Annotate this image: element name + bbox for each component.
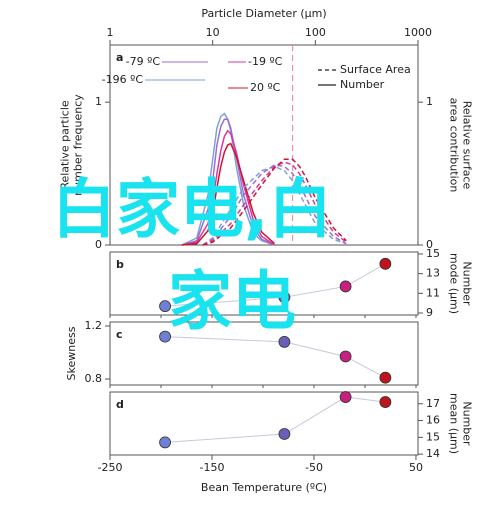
data-point: [159, 330, 171, 343]
x-tick-label: 10: [206, 26, 220, 39]
axis-title: Relative particle: [59, 100, 72, 190]
panel-letter: c: [116, 328, 123, 341]
surface-curve: [202, 158, 347, 246]
panel-letter: b: [116, 258, 124, 271]
y-tick-label: 0: [426, 238, 433, 251]
overlay-text: 家电: [168, 266, 296, 340]
axis-title: Number: [461, 261, 474, 306]
axis-title: Relative surface: [461, 101, 474, 190]
panel-frame: [109, 391, 419, 456]
y-tick-label: 1.2: [85, 319, 103, 332]
x-tick-label: -50: [305, 461, 323, 474]
y-tick-label: 15: [426, 430, 440, 443]
data-point: [278, 291, 291, 304]
data-point: [159, 300, 171, 313]
panel-letter: a: [116, 51, 123, 64]
y-tick-label: 13: [426, 267, 440, 280]
axis-title: mean (μm): [448, 393, 461, 454]
x-tick-label: -250: [98, 461, 123, 474]
x-tick-label: 1000: [404, 26, 432, 39]
x-tick-label: -150: [200, 461, 225, 474]
axis-title: Number: [461, 401, 474, 446]
panel-letter: d: [116, 398, 124, 411]
axis-title: area contribution: [448, 98, 461, 193]
x-tick-label: 1: [107, 26, 114, 39]
number-curve: [181, 112, 275, 246]
surface-curve: [202, 161, 347, 246]
number-curve: [181, 129, 275, 246]
x-axis-title: Particle Diameter (μm): [201, 7, 326, 20]
surface-curve: [202, 165, 347, 246]
panel-frame: [109, 251, 419, 316]
y-tick-label: 1: [95, 95, 102, 108]
data-point: [379, 396, 392, 408]
legend-label: Number: [340, 78, 385, 91]
series-label: -79 ºC: [126, 55, 161, 68]
overlay-text: 白家电,白: [52, 174, 332, 248]
y-tick-label: 11: [426, 286, 440, 299]
data-point: [339, 280, 352, 293]
y-tick-label: 17: [426, 397, 440, 410]
series-label: -196 ºC: [102, 73, 144, 86]
trend-line: [165, 336, 386, 379]
axis-title: mode (μm): [448, 253, 461, 314]
data-point: [379, 371, 392, 384]
y-tick-label: 14: [426, 447, 440, 460]
y-tick-label: 15: [426, 247, 440, 260]
number-curve: [181, 142, 276, 246]
x-tick-label: 100: [305, 26, 326, 39]
data-point: [339, 350, 352, 363]
series-label: -19 ºC: [248, 55, 283, 68]
legend-label: Surface Area: [340, 63, 411, 76]
y-tick-label: 1: [426, 95, 433, 108]
panel-frame: [109, 321, 419, 386]
y-tick-label: 0: [95, 238, 102, 251]
series-label: 20 ºC: [250, 81, 281, 94]
axis-title: Skewness: [65, 326, 78, 380]
number-curve: [181, 118, 275, 246]
y-tick-label: 9: [426, 306, 433, 319]
data-point: [278, 335, 291, 348]
x-axis-title: Bean Temperature (ºC): [201, 481, 327, 494]
data-point: [159, 436, 171, 449]
y-tick-label: 16: [426, 414, 440, 427]
data-point: [278, 428, 291, 440]
x-tick-label: 50: [409, 461, 423, 474]
surface-curve: [202, 164, 347, 246]
y-tick-label: 0.8: [85, 372, 103, 385]
trend-line: [165, 396, 386, 443]
axis-title: number frequency: [72, 94, 85, 196]
trend-line: [165, 263, 386, 307]
data-point: [379, 257, 392, 270]
panel-frame: [109, 44, 419, 246]
data-point: [339, 391, 352, 403]
